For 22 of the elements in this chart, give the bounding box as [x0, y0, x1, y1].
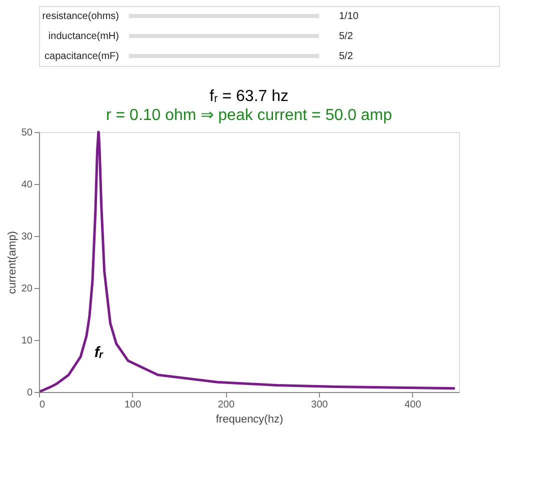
y-tick-label: 0	[26, 388, 33, 398]
y-tick-label: 40	[21, 180, 33, 190]
x-tick-label: 400	[404, 400, 422, 410]
y-tick-label: 20	[21, 284, 33, 294]
y-tick-label: 10	[21, 336, 33, 346]
annotation: fᵣ	[94, 344, 104, 361]
y-tick-label: 50	[21, 128, 33, 138]
x-tick-label: 0	[40, 400, 46, 410]
text: capacitance(mF)	[44, 51, 119, 62]
text: inductance(mH)	[48, 31, 119, 42]
y-tick-label: 30	[21, 232, 33, 242]
x-axis-title: frequency(hz)	[216, 414, 284, 426]
chart-subtitle: r = 0.10 ohm ⇒ peak current = 50.0 amp	[106, 107, 392, 124]
y-axis-title: current(amp)	[6, 231, 18, 294]
text: 1/10	[339, 11, 359, 22]
text: 5/2	[339, 51, 354, 62]
text: resistance(ohms)	[42, 11, 119, 22]
x-tick-label: 300	[311, 400, 328, 410]
x-tick-label: 200	[218, 400, 235, 410]
x-tick-label: 100	[124, 400, 142, 410]
chart-title: fᵣ = 63.7 hz	[210, 88, 288, 105]
text: 5/2	[339, 31, 354, 42]
